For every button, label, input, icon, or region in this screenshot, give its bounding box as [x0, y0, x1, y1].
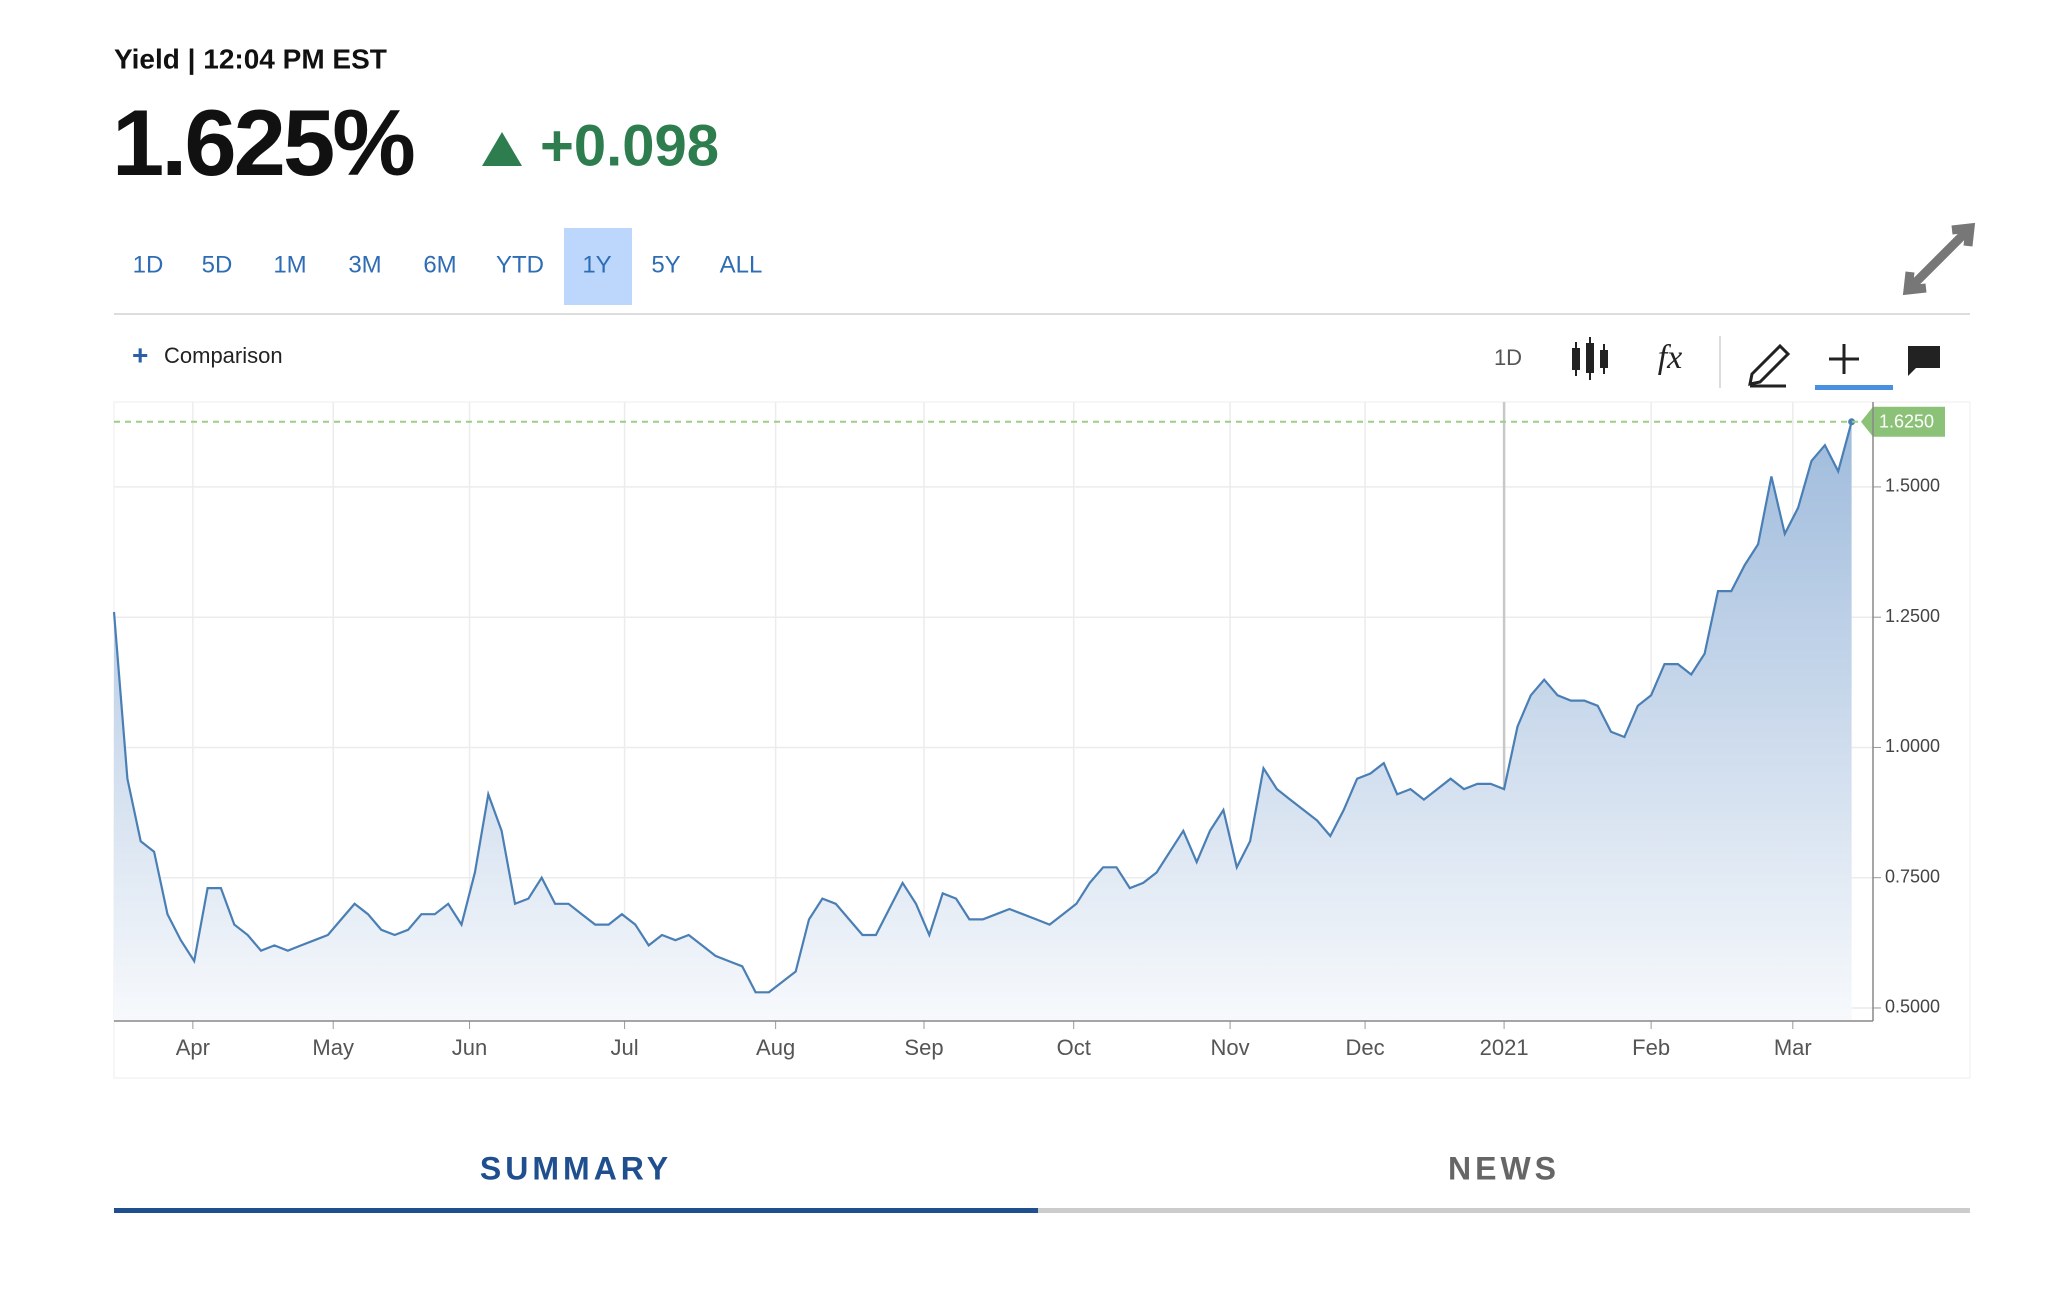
- tab[interactable]: SUMMARY: [480, 1150, 672, 1186]
- tab[interactable]: NEWS: [1448, 1150, 1560, 1186]
- comparison-button[interactable]: Comparison: [164, 343, 283, 368]
- range-button[interactable]: 6M: [423, 251, 456, 278]
- studies-icon[interactable]: fx: [1658, 339, 1683, 376]
- interval-button[interactable]: 1D: [1494, 345, 1522, 370]
- last-point: [1848, 418, 1856, 426]
- y-tick-label: 1.2500: [1885, 606, 1940, 626]
- range-button[interactable]: ALL: [720, 251, 763, 278]
- candles-icon[interactable]: [1572, 337, 1608, 380]
- range-button[interactable]: 3M: [348, 251, 381, 278]
- y-tick-label: 1.0000: [1885, 736, 1940, 756]
- plus-icon[interactable]: +: [132, 339, 148, 370]
- x-tick-label: 2021: [1480, 1035, 1529, 1060]
- x-tick-label: Apr: [176, 1035, 210, 1060]
- price: 1.625%: [112, 90, 414, 195]
- range-button[interactable]: 1Y: [582, 251, 611, 278]
- y-tick-label: 0.5000: [1885, 997, 1940, 1017]
- crosshair-icon[interactable]: [1829, 344, 1859, 374]
- x-tick-label: Feb: [1632, 1035, 1670, 1060]
- y-tick-label: 0.7500: [1885, 866, 1940, 886]
- range-button[interactable]: YTD: [496, 251, 544, 278]
- line: [112, 421, 1853, 994]
- x-tick-label: Sep: [904, 1035, 943, 1060]
- chart: 0.5000 0.7500 1.0000 1.2500 1.5000 Apr May Jun J…: [112, 402, 1945, 1060]
- comment-icon[interactable]: [1908, 346, 1940, 376]
- area: [114, 421, 1852, 1021]
- x-tick-label: Mar: [1774, 1035, 1812, 1060]
- x-tick-label: Jul: [611, 1035, 639, 1060]
- x-tick-label: Aug: [756, 1035, 795, 1060]
- range-button[interactable]: 5Y: [651, 251, 680, 278]
- y-tick-label: 1.5000: [1885, 476, 1940, 496]
- last-value-label: 1.6250: [1879, 412, 1934, 432]
- crosshair-active: [1815, 385, 1893, 390]
- last-value-tag: [1861, 406, 1945, 437]
- draw-icon[interactable]: [1748, 343, 1791, 388]
- range-button[interactable]: 5D: [202, 251, 233, 278]
- quote-time: Yield | 12:04 PM EST: [114, 43, 387, 74]
- x-tick-label: May: [312, 1035, 354, 1060]
- range-button[interactable]: 1M: [273, 251, 306, 278]
- range-button[interactable]: 1D: [133, 251, 164, 278]
- tab-track: [114, 1208, 1970, 1213]
- up-arrow: [482, 132, 522, 166]
- tab-indicator: [114, 1208, 1038, 1213]
- range-selected: [564, 228, 632, 305]
- x-tick-label: Nov: [1211, 1035, 1250, 1060]
- x-tick-label: Oct: [1057, 1035, 1091, 1060]
- expand-icon[interactable]: [1902, 222, 1976, 296]
- range-buttons: 1D 5D 1M 3M 6M YTD 1Y 5Y ALL: [133, 228, 763, 305]
- x-tick-label: Dec: [1346, 1035, 1385, 1060]
- change: +0.098: [540, 113, 719, 178]
- x-tick-label: Jun: [452, 1035, 487, 1060]
